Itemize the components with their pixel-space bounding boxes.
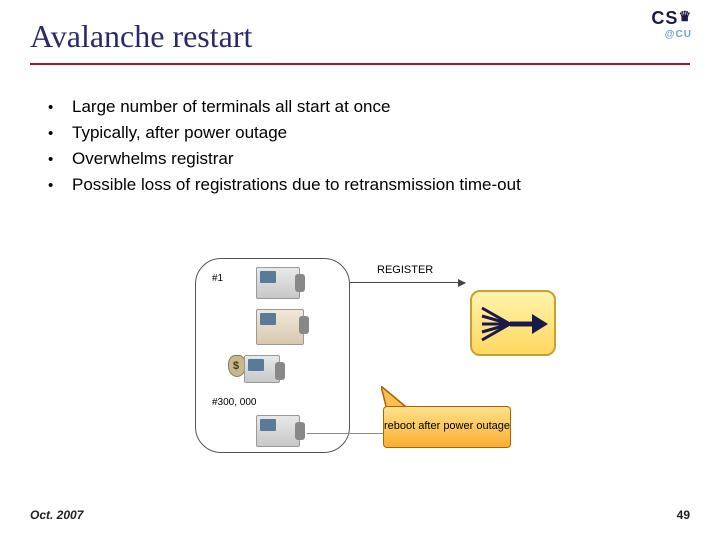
phone-icon <box>256 267 300 299</box>
logo: CS♛ @CU <box>651 8 692 40</box>
footer-date: Oct. 2007 <box>30 508 83 522</box>
page-number: 49 <box>677 508 690 522</box>
bullet-icon: • <box>48 125 72 142</box>
bullet-icon: • <box>48 177 72 194</box>
terminal-label-last: #300, 000 <box>212 397 257 408</box>
title-underline <box>30 63 690 65</box>
register-arrow <box>350 282 465 283</box>
callout-text: reboot after power outage <box>384 420 510 433</box>
bullet-icon: • <box>48 151 72 168</box>
bullet-icon: • <box>48 99 72 116</box>
footer: Oct. 2007 49 <box>30 508 690 522</box>
bullet-text: Typically, after power outage <box>72 123 287 143</box>
list-item: • Typically, after power outage <box>48 123 690 143</box>
terminal-label-first: #1 <box>212 273 223 284</box>
diagram: #1 #300, 000 REGISTER reboot after power… <box>195 258 575 468</box>
server-box <box>470 290 556 356</box>
bullet-list: • Large number of terminals all start at… <box>48 97 690 195</box>
bullet-text: Possible loss of registrations due to re… <box>72 175 521 195</box>
connector-line <box>307 433 383 434</box>
register-label: REGISTER <box>377 264 433 276</box>
list-item: • Overwhelms registrar <box>48 149 690 169</box>
terminals-group: #1 #300, 000 <box>195 258 350 453</box>
slide-title: Avalanche restart <box>30 18 690 55</box>
phone-icon <box>256 309 304 345</box>
bullet-text: Overwhelms registrar <box>72 149 234 169</box>
list-item: • Large number of terminals all start at… <box>48 97 690 117</box>
logo-text-top: CS <box>651 8 678 28</box>
merge-arrow-icon <box>480 302 550 346</box>
phone-icon <box>256 415 300 447</box>
list-item: • Possible loss of registrations due to … <box>48 175 690 195</box>
callout-box: reboot after power outage <box>383 406 511 448</box>
phone-icon <box>244 355 280 383</box>
logo-text-bottom: @CU <box>651 29 692 40</box>
crown-icon: ♛ <box>678 8 692 25</box>
bullet-text: Large number of terminals all start at o… <box>72 97 390 117</box>
